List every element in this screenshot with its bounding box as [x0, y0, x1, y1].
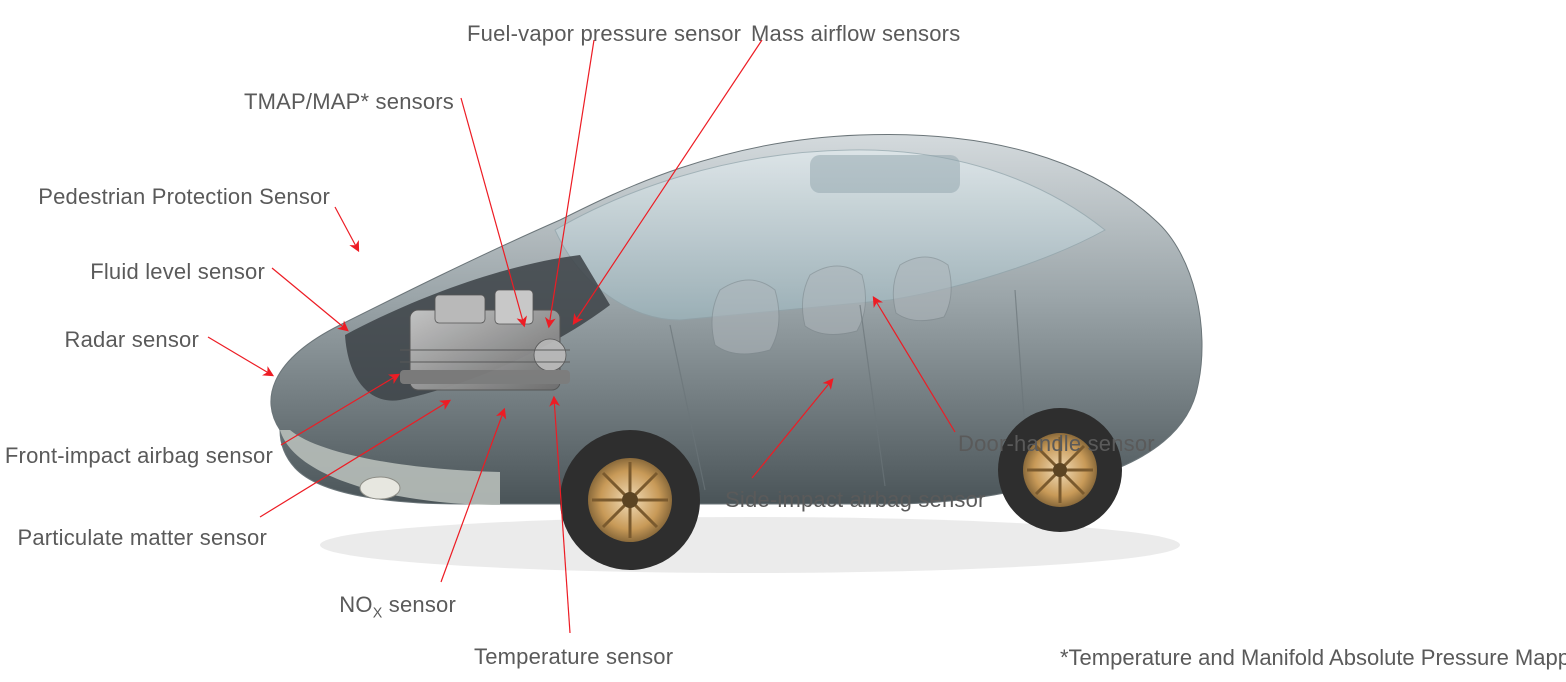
label-front-impact-airbag-sensor: Front-impact airbag sensor [5, 444, 273, 468]
label-particulate-matter-sensor: Particulate matter sensor [17, 526, 267, 550]
label-side-impact-airbag-sensor: Side-impact airbag sensor [725, 488, 986, 512]
label-tmap-map-sensors: TMAP/MAP* sensors [244, 90, 454, 114]
label-fuel-vapor-pressure-sensor: Fuel-vapor pressure sensor [467, 22, 741, 46]
label-mass-airflow-sensors: Mass airflow sensors [751, 22, 960, 46]
label-fluid-level-sensor: Fluid level sensor [90, 260, 265, 284]
diagram-stage: Fuel-vapor pressure sensor Mass airflow s… [0, 0, 1566, 682]
label-nox-sensor: NOX sensor [339, 593, 456, 622]
label-door-handle-sensor: Door-handle sensor [958, 432, 1155, 456]
footnote-text: *Temperature and Manifold Absolute Press… [1060, 645, 1566, 671]
label-temperature-sensor: Temperature sensor [474, 645, 673, 669]
label-radar-sensor: Radar sensor [65, 328, 199, 352]
label-pedestrian-protection-sensor: Pedestrian Protection Sensor [38, 185, 330, 209]
